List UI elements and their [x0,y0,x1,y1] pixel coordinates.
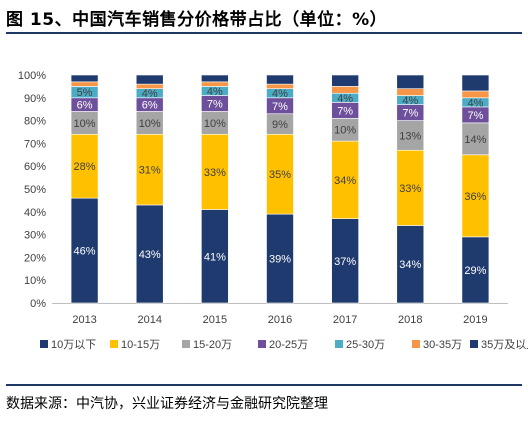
bar-segment [331,140,359,219]
bar-segment [461,236,490,304]
data-label: 36% [464,191,486,203]
bars [70,74,490,304]
data-label: 39% [269,254,291,266]
data-label: 33% [204,167,226,179]
data-label: 41% [204,251,226,263]
x-tick-label: 2017 [333,314,357,326]
data-label: 7% [207,99,223,111]
y-tick-label: 50% [24,184,46,196]
bar-segment [396,149,425,226]
data-label: 7% [402,108,418,120]
bar-segment [70,81,99,87]
bar-segment [266,74,294,85]
y-tick-label: 40% [24,207,46,219]
data-label: 4% [207,86,223,98]
bar-segment [396,74,425,89]
data-label: 6% [142,100,158,112]
data-label: 46% [74,246,96,258]
x-tick-label: 2018 [398,314,422,326]
chart-title: 图 15、中国汽车销售分价格带占比（单位：%） [6,6,522,34]
data-label: 4% [272,88,288,100]
data-label: 29% [464,265,486,277]
y-axis: 0% 10% 20% 30% 40% 50% 60% 70% 80% 90% 100% [18,70,46,310]
y-tick-label: 90% [24,93,46,105]
legend-label: 20-25万 [269,339,308,351]
legend-label: 10万以下 [51,339,96,351]
bar-segment [461,122,490,156]
legend-label: 35万及以上 [481,338,528,351]
legend-label: 30-35万 [423,339,462,351]
legend-swatch [40,340,48,348]
y-tick-label: 80% [24,116,46,128]
y-tick-label: 100% [18,70,46,82]
bar-segment [331,74,359,87]
bar-segment [135,74,164,85]
data-label: 34% [334,175,356,187]
legend-swatch [110,340,118,348]
y-tick-label: 60% [24,161,46,173]
bar-segment [201,74,229,83]
data-label: 7% [467,110,483,122]
data-label: 7% [337,105,353,117]
legend: 10万以下 10-15万 15-20万 20-25万 25-30万 30-35万 35万及以… [40,338,528,351]
bar-segment [461,74,490,92]
stacked-bar-chart: 0%10%20%30%40%50%60%70%80%90%100% 2013 20… [18,70,528,351]
data-label: 10% [139,118,161,130]
bar-segment [70,197,99,304]
data-label: 37% [334,256,356,268]
y-tick-label: 20% [24,252,46,264]
x-tick-label: 2016 [268,314,292,326]
data-label: 35% [269,169,291,181]
legend-label: 10-15万 [121,339,160,351]
data-labels: 46%28%10%6%5%43%31%10%6%4%41%33%10%7%4%3… [74,86,487,277]
data-label: 33% [399,183,421,195]
data-label: 10% [204,118,226,130]
bar-segment [266,213,294,304]
legend-label: 15-20万 [193,339,232,351]
y-tick-label: 70% [24,138,46,150]
data-label: 43% [139,249,161,261]
legend-swatch [182,340,190,348]
bar-segment [461,154,490,238]
x-tick-label: 2014 [137,314,161,326]
x-tick-label: 2019 [463,314,487,326]
data-label: 31% [139,165,161,177]
bar-segment [396,120,425,151]
legend-label: 25-30万 [346,339,385,351]
data-label: 14% [464,134,486,146]
data-label: 34% [399,259,421,271]
data-label: 4% [337,93,353,105]
legend-swatch [258,340,266,348]
data-label: 28% [74,161,96,173]
data-label: 10% [74,118,96,130]
data-label: 4% [467,97,483,109]
data-label: 5% [77,87,93,99]
legend-swatch [470,340,478,348]
legend-swatch [412,340,420,348]
x-tick-label: 2013 [72,314,96,326]
y-tick-label: 30% [24,230,46,242]
x-axis: 2013 2014 2015 2016 2017 2018 2019 [52,303,508,326]
data-label: 4% [402,95,418,107]
data-source: 数据来源：中汽协，兴业证券经济与金融研究院整理 [6,384,522,424]
bar-segment [201,133,229,210]
data-label: 6% [77,100,93,112]
bar-segment [70,133,99,199]
bar-segment [201,209,229,304]
legend-swatch [335,340,343,348]
data-label: 9% [272,119,288,131]
data-label: 7% [272,101,288,113]
y-tick-label: 10% [24,275,46,287]
x-tick-label: 2015 [203,314,227,326]
y-tick-label: 0% [30,298,46,310]
data-label: 4% [142,88,158,100]
bar-segment [70,74,99,83]
data-label: 10% [334,125,356,137]
data-label: 13% [399,130,421,142]
